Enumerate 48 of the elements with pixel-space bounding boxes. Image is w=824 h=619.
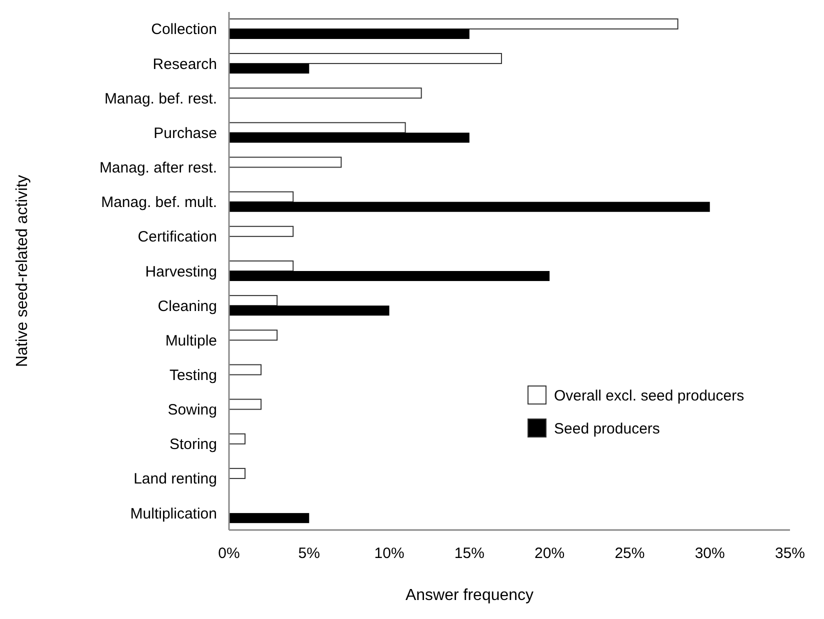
x-tick-label: 10% bbox=[374, 545, 404, 562]
bar bbox=[228, 364, 262, 376]
bar bbox=[228, 156, 342, 168]
x-tick-label: 0% bbox=[218, 545, 240, 562]
y-tick-label: Sowing bbox=[168, 402, 217, 419]
legend-label: Seed producers bbox=[554, 420, 660, 438]
bar bbox=[229, 306, 390, 316]
bar bbox=[229, 513, 310, 524]
y-tick-label: Land renting bbox=[134, 470, 217, 488]
x-tick-label: 15% bbox=[454, 545, 484, 562]
x-tick-label: 35% bbox=[774, 545, 806, 562]
bar bbox=[228, 226, 294, 237]
bar bbox=[229, 271, 550, 282]
x-tick-label: 20% bbox=[534, 545, 565, 562]
y-tick-label: Storing bbox=[169, 436, 217, 454]
bar bbox=[228, 433, 246, 444]
y-tick-label: Testing bbox=[169, 366, 217, 384]
bar bbox=[229, 28, 470, 39]
bar bbox=[228, 260, 294, 272]
bar bbox=[228, 468, 246, 479]
y-tick-label: Manag. bef. rest. bbox=[104, 90, 217, 108]
bar bbox=[228, 295, 278, 306]
bar bbox=[228, 88, 422, 99]
x-tick-label: 30% bbox=[694, 545, 725, 562]
y-tick-label: Cleaning bbox=[158, 298, 217, 315]
legend-label: Overall excl. seed producers bbox=[554, 387, 744, 404]
bar bbox=[228, 122, 406, 134]
y-tick-label: Manag. after rest. bbox=[99, 160, 217, 177]
bar bbox=[229, 132, 470, 143]
y-tick-label: Multiplication bbox=[130, 505, 217, 522]
bar bbox=[228, 330, 278, 341]
bar bbox=[228, 18, 678, 30]
bar bbox=[228, 52, 502, 64]
y-tick-label: Multiple bbox=[165, 332, 217, 350]
x-axis-title: Answer frequency bbox=[405, 587, 534, 604]
x-tick-label: 25% bbox=[614, 545, 645, 562]
y-tick-label: Collection bbox=[151, 21, 217, 38]
y-tick-label: Harvesting bbox=[145, 263, 217, 280]
x-tick-label: 5% bbox=[298, 545, 320, 562]
y-tick-label: Purchase bbox=[154, 124, 217, 142]
y-tick-label: Manag. bef. mult. bbox=[101, 194, 217, 212]
y-tick-label: Research bbox=[152, 56, 217, 73]
bar bbox=[229, 64, 310, 74]
bar bbox=[228, 191, 294, 202]
bar bbox=[229, 202, 710, 212]
bar bbox=[228, 398, 262, 410]
y-tick-label: Certification bbox=[138, 228, 217, 246]
y-axis-title: Native seed-related activity bbox=[14, 174, 31, 368]
